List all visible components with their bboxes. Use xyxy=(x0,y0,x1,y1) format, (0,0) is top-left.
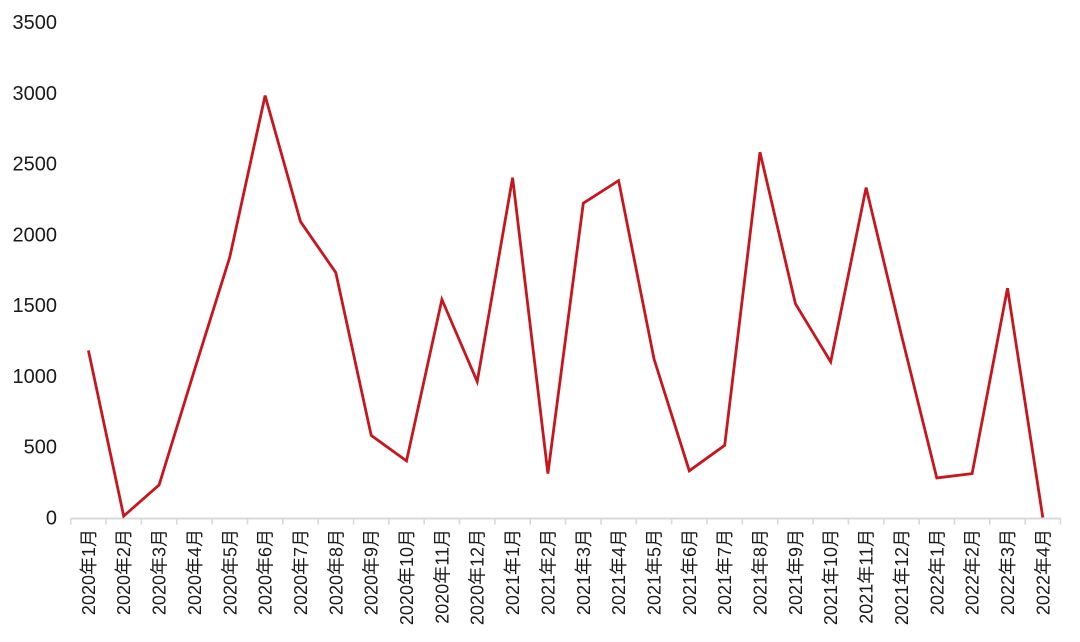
x-axis-label: 2020年6月 xyxy=(256,529,276,615)
y-axis-label: 3500 xyxy=(13,12,58,34)
x-axis-label: 2020年2月 xyxy=(114,529,134,615)
x-axis-label: 2020年10月 xyxy=(397,529,417,625)
x-axis-label: 2021年12月 xyxy=(892,529,912,625)
x-axis-label: 2020年8月 xyxy=(326,529,346,615)
x-axis-label: 2021年5月 xyxy=(644,529,664,615)
x-axis-label: 2022年3月 xyxy=(998,529,1018,615)
x-axis-label: 2021年6月 xyxy=(680,529,700,615)
y-axis-label: 1500 xyxy=(13,295,58,317)
x-axis-label: 2021年8月 xyxy=(751,529,771,615)
x-axis-label: 2021年11月 xyxy=(857,529,877,624)
y-axis-label: 1000 xyxy=(13,366,58,388)
x-axis-label: 2021年1月 xyxy=(503,529,523,615)
data-series-line xyxy=(87,95,1045,519)
x-axis-label: 2021年2月 xyxy=(538,529,558,615)
x-axis-label: 2022年2月 xyxy=(963,529,983,615)
y-axis-label: 3000 xyxy=(13,83,58,105)
x-axis-label: 2020年1月 xyxy=(79,529,99,615)
y-axis-label: 2500 xyxy=(13,154,58,176)
x-axis-label: 2021年10月 xyxy=(821,529,841,625)
x-axis-label: 2020年7月 xyxy=(291,529,311,615)
x-axis-label: 2020年5月 xyxy=(220,529,240,615)
x-axis-label: 2021年7月 xyxy=(715,529,735,615)
x-axis-label: 2021年4月 xyxy=(609,529,629,615)
x-axis-label: 2021年9月 xyxy=(786,529,806,615)
x-axis-label: 2022年1月 xyxy=(927,529,947,615)
x-axis-label: 2020年9月 xyxy=(362,529,382,615)
x-axis-label: 2022年4月 xyxy=(1033,529,1053,615)
x-axis-label: 2020年4月 xyxy=(185,529,205,615)
x-axis-label: 2020年3月 xyxy=(150,529,170,615)
y-axis-label: 0 xyxy=(46,508,57,530)
y-axis-label: 2000 xyxy=(13,224,58,246)
x-axis-label: 2020年12月 xyxy=(468,529,488,625)
x-axis-label: 2021年3月 xyxy=(574,529,594,615)
y-axis-label: 500 xyxy=(24,437,57,459)
x-axis-label: 2020年11月 xyxy=(432,529,452,624)
